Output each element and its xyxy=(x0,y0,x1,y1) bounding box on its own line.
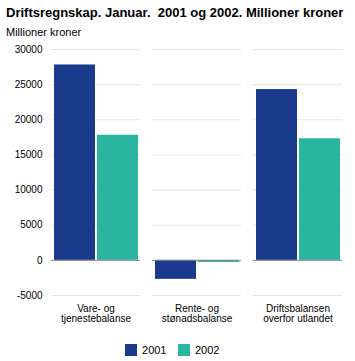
html-text:Driftsregnskap. Januar. 2001 o: Driftsregnskap. Januar. 2001 og 2002. Mi… xyxy=(6,5,344,20)
svg-text:-5000: -5000 xyxy=(17,290,43,301)
svg-text:10000: 10000 xyxy=(15,184,43,195)
svg-text:Rente- ogstønadsbalanse: Rente- ogstønadsbalanse xyxy=(162,303,233,324)
svg-text:25000: 25000 xyxy=(15,79,43,90)
html-text:2001: 2001 xyxy=(142,343,167,356)
html-text:Millioner kroner: Millioner kroner xyxy=(6,26,82,38)
svg-text:0: 0 xyxy=(37,255,43,266)
svg-text:5000: 5000 xyxy=(20,219,43,230)
html-text:2002: 2002 xyxy=(195,343,220,356)
svg-text:30000: 30000 xyxy=(15,44,43,55)
svg-text:Vare- ogtjenestebalanse: Vare- ogtjenestebalanse xyxy=(61,303,131,324)
svg-text:Driftsbalansenoverfor utlandet: Driftsbalansenoverfor utlandet xyxy=(263,303,333,324)
svg-text:15000: 15000 xyxy=(15,149,43,160)
svg-text:20000: 20000 xyxy=(15,114,43,125)
